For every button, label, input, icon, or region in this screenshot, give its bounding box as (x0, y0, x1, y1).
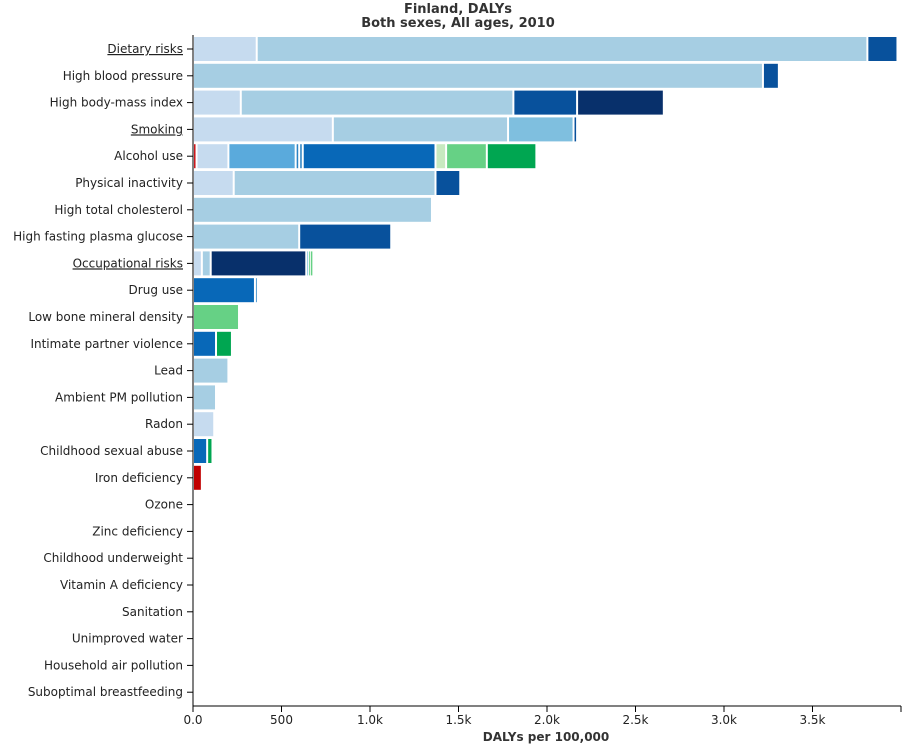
chart-subtitle: Both sexes, All ages, 2010 (361, 16, 555, 31)
y-tick-label: Suboptimal breastfeeding (28, 685, 183, 699)
bar-segment[interactable] (296, 144, 299, 169)
bar-segment[interactable] (194, 412, 214, 437)
bars-group (194, 37, 897, 490)
y-tick-label: Low bone mineral density (28, 310, 183, 324)
bar-segment[interactable] (194, 90, 240, 115)
bar-segment[interactable] (578, 90, 663, 115)
y-axis-labels: Dietary risks High blood pressure High bod… (13, 42, 193, 699)
y-tick-label: Alcohol use (114, 149, 183, 163)
bar-segment[interactable] (194, 251, 201, 276)
bar-segment[interactable] (436, 171, 460, 195)
y-tick-label: Physical inactivity (75, 176, 183, 190)
bar-segment[interactable] (194, 117, 332, 142)
bar-segment[interactable] (868, 37, 897, 61)
bar-segment[interactable] (257, 37, 867, 61)
y-tick-label: Intimate partner violence (30, 337, 183, 351)
bar-segment[interactable] (447, 144, 486, 169)
bar-segment[interactable] (763, 63, 778, 88)
bar-segment[interactable] (307, 251, 309, 276)
y-tick-label[interactable]: Dietary risks (107, 42, 183, 56)
x-tick-label: 1.5k (445, 713, 471, 727)
bar-segment[interactable] (194, 197, 431, 222)
y-tick-label: High body-mass index (50, 96, 183, 110)
bar-segment[interactable] (202, 251, 210, 276)
y-tick-label: High total cholesterol (54, 203, 183, 217)
y-tick-label: Vitamin A deficiency (60, 578, 183, 592)
y-tick-label: High blood pressure (63, 69, 183, 83)
x-tick-label: 0.0 (183, 713, 202, 727)
y-tick-label: Zinc deficiency (92, 524, 183, 538)
bar-segment[interactable] (211, 251, 306, 276)
bar-segment[interactable] (194, 171, 233, 195)
bar-segment[interactable] (194, 331, 216, 356)
bar-segment[interactable] (574, 117, 577, 142)
y-tick-label: Childhood sexual abuse (40, 444, 183, 458)
bar-segment[interactable] (194, 385, 216, 410)
bar-segment[interactable] (309, 251, 310, 276)
bar-segment[interactable] (333, 117, 508, 142)
bar-segment[interactable] (509, 117, 573, 142)
y-tick-label: Lead (154, 364, 183, 378)
y-tick-label: Drug use (129, 283, 183, 297)
y-tick-label: Childhood underweight (43, 551, 183, 565)
bar-segment[interactable] (194, 358, 228, 383)
x-tick-label: 2.5k (622, 713, 648, 727)
x-tick-label: 2.0k (534, 713, 560, 727)
y-tick-label: Radon (145, 417, 183, 431)
bar-segment[interactable] (514, 90, 577, 115)
bar-segment[interactable] (194, 278, 254, 303)
chart-title: Finland, DALYs (403, 2, 513, 17)
y-tick-label: Sanitation (122, 605, 183, 619)
bar-segment[interactable] (197, 144, 228, 169)
x-tick-label: 3.0k (711, 713, 737, 727)
bar-segment[interactable] (487, 144, 536, 169)
bar-segment[interactable] (300, 224, 391, 249)
x-axis-label: DALYs per 100,000 (483, 730, 610, 744)
y-tick-label: Unimproved water (72, 632, 183, 646)
bar-segment[interactable] (194, 63, 762, 88)
bar-segment[interactable] (194, 465, 201, 490)
bar-segment[interactable] (194, 305, 239, 329)
y-tick-label: Ambient PM pollution (55, 390, 183, 404)
x-axis: 0.0 500 1.0k 1.5k 2.0k 2.5k 3.0k 3.5k (183, 35, 902, 727)
bar-segment[interactable] (234, 171, 435, 195)
y-tick-label: Household air pollution (44, 658, 183, 672)
bar-segment[interactable] (229, 144, 295, 169)
x-tick-label: 500 (270, 713, 293, 727)
bar-segment[interactable] (194, 37, 256, 61)
bar-segment[interactable] (303, 144, 435, 169)
bar-segment[interactable] (194, 144, 196, 169)
bar-segment[interactable] (217, 331, 231, 356)
bar-segment[interactable] (208, 439, 212, 463)
bar-segment[interactable] (255, 278, 257, 303)
y-tick-label[interactable]: Occupational risks (73, 256, 183, 270)
bar-segment[interactable] (194, 224, 299, 249)
bar-segment[interactable] (300, 144, 302, 169)
y-tick-label[interactable]: Smoking (131, 122, 183, 136)
x-tick-label: 1.0k (357, 713, 383, 727)
bar-segment[interactable] (194, 439, 207, 463)
y-tick-label: High fasting plasma glucose (13, 230, 183, 244)
bar-segment[interactable] (310, 251, 313, 276)
x-tick-label: 3.5k (799, 713, 825, 727)
y-tick-label: Ozone (145, 498, 183, 512)
bar-segment[interactable] (241, 90, 513, 115)
bar-segment[interactable] (436, 144, 446, 169)
y-tick-label: Iron deficiency (95, 471, 183, 485)
